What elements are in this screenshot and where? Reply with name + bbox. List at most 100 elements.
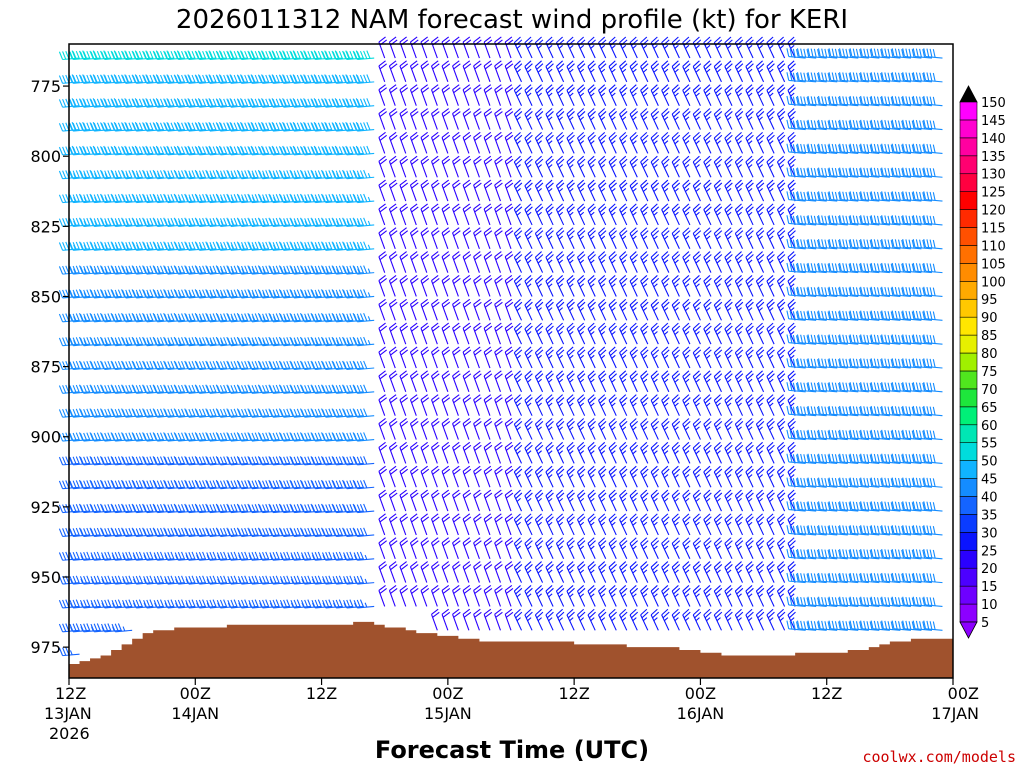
wind-barb-feather — [173, 360, 178, 369]
wind-barb-feather — [122, 456, 127, 466]
wind-barb-feather — [216, 123, 221, 132]
wind-barb — [132, 527, 154, 537]
wind-barb — [399, 561, 409, 583]
wind-barb-feather — [110, 384, 115, 393]
wind-barb-feather — [159, 170, 165, 179]
wind-barb-feather — [164, 528, 169, 537]
wind-barb — [353, 479, 375, 490]
wind-barb-feather — [86, 289, 91, 298]
wind-barb-feather — [152, 265, 157, 274]
wind-barb — [353, 193, 375, 204]
wind-barb-feather — [132, 146, 137, 156]
wind-barb — [69, 50, 91, 61]
wind-barb — [100, 74, 122, 84]
wind-barb-feather — [146, 456, 151, 465]
wind-barb — [378, 274, 387, 297]
wind-barb-feather — [89, 408, 94, 417]
wind-barb-feather — [209, 51, 214, 60]
wind-barb-feather — [100, 479, 105, 489]
wind-barb-feather — [100, 409, 106, 418]
wind-barb-feather — [143, 123, 148, 132]
wind-barb-feather — [107, 122, 112, 131]
wind-barb — [353, 551, 375, 561]
wind-barb-feather — [58, 409, 64, 418]
wind-barb-feather — [167, 480, 172, 489]
wind-barb-feather — [111, 409, 116, 418]
wind-barb-feather — [103, 98, 108, 107]
wind-barb-feather — [122, 194, 127, 203]
wind-barb-feather — [113, 50, 118, 59]
wind-barb-feather — [131, 527, 136, 536]
wind-barb-feather — [216, 99, 221, 108]
wind-barb-feather — [82, 98, 87, 107]
wind-barb — [399, 418, 409, 440]
wind-barb-feather — [202, 313, 207, 322]
wind-barb-feather — [149, 504, 154, 513]
wind-barb-feather — [212, 599, 217, 608]
wind-barb — [399, 513, 409, 536]
wind-barb-feather — [174, 552, 179, 561]
wind-barb — [79, 479, 101, 490]
wind-barb — [399, 322, 409, 345]
wind-barb — [122, 98, 143, 108]
wind-barb-feather — [170, 265, 175, 274]
wind-barb-feather — [72, 170, 77, 179]
wind-barb — [353, 360, 375, 371]
wind-barb — [388, 298, 398, 321]
wind-barb — [185, 98, 206, 108]
wind-barb-feather — [167, 408, 172, 418]
chart-title: 2026011312 NAM forecast wind profile (kt… — [176, 5, 848, 35]
wind-barb-feather — [194, 193, 199, 202]
wind-barb-feather — [208, 74, 213, 83]
wind-barb — [100, 50, 122, 61]
wind-barb-feather — [173, 456, 178, 465]
wind-barb-feather — [188, 385, 193, 394]
wind-barb-feather — [62, 408, 67, 418]
wind-barb-feather — [163, 98, 168, 107]
wind-barb — [153, 289, 175, 299]
wind-barb — [388, 370, 398, 393]
wind-barb-feather — [111, 75, 116, 84]
wind-barb-feather — [107, 241, 112, 250]
wind-barb — [132, 456, 154, 466]
wind-barb-half-feather — [69, 650, 73, 655]
wind-barb-feather — [128, 575, 133, 584]
wind-barb-feather — [111, 99, 116, 108]
wind-barb-feather — [103, 145, 108, 154]
wind-barb-feather — [58, 528, 64, 537]
wind-barb-feather — [75, 194, 80, 203]
wind-barb-feather — [219, 75, 225, 84]
wind-barb — [185, 456, 206, 466]
wind-barb-feather — [96, 575, 102, 584]
wind-barb-feather — [75, 337, 80, 346]
wind-barb-staff — [409, 208, 417, 226]
wind-barb-feather — [202, 146, 207, 155]
wind-barb-feather — [363, 265, 368, 274]
wind-barb-feather — [185, 99, 190, 108]
wind-barb-feather — [152, 408, 157, 417]
wind-barb-staff — [388, 590, 396, 607]
wind-barb-feather — [135, 385, 140, 394]
wind-barb-feather — [156, 599, 161, 608]
wind-barb — [143, 599, 164, 609]
wind-barb-feather — [142, 289, 147, 298]
wind-barb-feather — [69, 623, 74, 633]
wind-barb-feather — [216, 218, 221, 227]
wind-barb-feather — [191, 98, 196, 107]
wind-barb-feather — [90, 385, 95, 394]
wind-barb-feather — [185, 194, 190, 203]
wind-barb-feather — [142, 74, 147, 83]
wind-barb-feather — [142, 479, 147, 489]
wind-barb-feather — [71, 98, 76, 107]
wind-barb-feather — [181, 265, 186, 274]
wind-barb — [132, 50, 154, 61]
wind-barb — [409, 394, 419, 416]
wind-barb-feather — [167, 599, 172, 608]
wind-barb-feather — [195, 99, 200, 108]
wind-barb-feather — [100, 384, 105, 393]
wind-barb-feather — [138, 527, 144, 537]
wind-barb-feather — [58, 337, 64, 346]
wind-barb-feather — [206, 146, 211, 156]
wind-barb-feather — [205, 217, 210, 226]
wind-barb-feather — [212, 360, 217, 370]
